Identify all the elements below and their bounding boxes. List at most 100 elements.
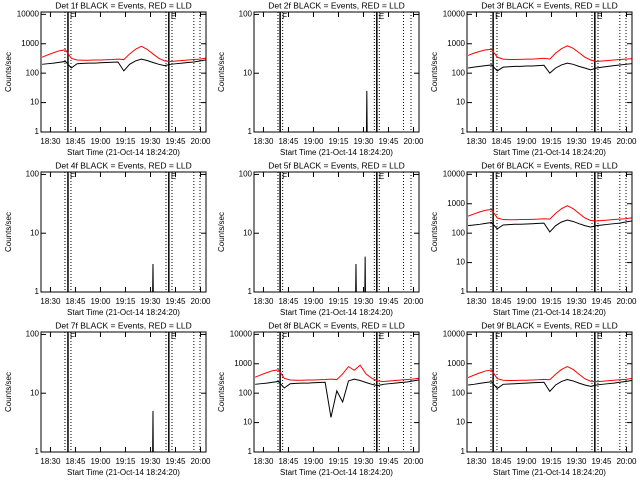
x-tick-label: 19:15 xyxy=(328,297,349,306)
x-tick-label: 19:45 xyxy=(591,457,612,466)
x-axis-label: Start Time (21-Oct-14 18:24:20) xyxy=(67,308,180,317)
marker-label: F xyxy=(495,172,500,181)
x-tick-label: 19:45 xyxy=(378,457,399,466)
marker-label: E xyxy=(171,12,176,21)
y-tick-label: 1 xyxy=(35,447,40,456)
y-axis-label: Counts/sec xyxy=(217,372,226,412)
x-axis-label: Start Time (21-Oct-14 18:24:20) xyxy=(67,148,180,157)
y-tick-label: 10 xyxy=(243,418,252,427)
panel: Det 2f BLACK = Events, RED = LLD Start Ti… xyxy=(217,0,424,157)
y-tick-label: 100 xyxy=(452,228,466,237)
x-tick-label: 18:30 xyxy=(40,137,61,146)
y-tick-label: 10000 xyxy=(443,9,466,18)
x-tick-label: 20:00 xyxy=(403,137,424,146)
y-tick-label: 100 xyxy=(26,330,40,339)
y-tick-label: 10000 xyxy=(443,169,466,178)
x-tick-label: 19:00 xyxy=(303,137,324,146)
data-line xyxy=(468,62,632,74)
plot-frame xyxy=(466,331,633,453)
y-tick-label: 10 xyxy=(30,98,39,107)
y-tick-label: 10000 xyxy=(230,329,253,338)
chart-title: Det 6f BLACK = Events, RED = LLD xyxy=(481,160,618,170)
panel: Det 1f BLACK = Events, RED = LLD Start Ti… xyxy=(4,0,211,157)
marker-label: F xyxy=(282,172,287,181)
chart-title: Det 4f BLACK = Events, RED = LLD xyxy=(55,160,192,170)
marker-label: E xyxy=(171,172,176,181)
x-tick-label: 20:00 xyxy=(190,137,211,146)
data-line xyxy=(467,45,632,62)
y-tick-label: 10 xyxy=(30,388,39,397)
panel: Det 4f BLACK = Events, RED = LLD Start Ti… xyxy=(4,160,211,317)
x-tick-label: 19:45 xyxy=(165,137,186,146)
x-axis-label: Start Time (21-Oct-14 18:24:20) xyxy=(67,468,180,477)
x-tick-label: 19:00 xyxy=(516,137,537,146)
y-tick-label: 100 xyxy=(26,68,40,77)
y-tick-label: 100 xyxy=(26,170,40,179)
y-tick-label: 1 xyxy=(461,447,466,456)
marker-label: E xyxy=(597,332,602,341)
y-tick-label: 1000 xyxy=(447,199,465,208)
x-tick-label: 19:00 xyxy=(516,457,537,466)
panel: Det 9f BLACK = Events, RED = LLD Start Ti… xyxy=(430,320,637,477)
y-tick-label: 10000 xyxy=(443,329,466,338)
x-tick-label: 19:45 xyxy=(591,297,612,306)
y-tick-label: 100 xyxy=(452,68,466,77)
x-tick-label: 18:45 xyxy=(491,297,512,306)
y-axis-label: Counts/sec xyxy=(4,372,13,412)
x-axis-label: Start Time (21-Oct-14 18:24:20) xyxy=(493,148,606,157)
x-tick-label: 19:30 xyxy=(353,297,374,306)
y-tick-label: 100 xyxy=(239,388,253,397)
x-tick-label: 18:30 xyxy=(466,137,487,146)
data-line xyxy=(468,219,632,233)
y-axis-label: Counts/sec xyxy=(4,52,13,92)
chart-title: Det 9f BLACK = Events, RED = LLD xyxy=(481,320,618,330)
chart-title: Det 1f BLACK = Events, RED = LLD xyxy=(55,0,192,10)
y-tick-label: 10 xyxy=(456,258,465,267)
x-tick-label: 20:00 xyxy=(616,297,637,306)
data-line xyxy=(365,90,368,133)
x-tick-label: 19:45 xyxy=(378,137,399,146)
data-line xyxy=(42,58,206,72)
y-axis-label: Counts/sec xyxy=(217,212,226,252)
marker-label: F xyxy=(282,12,287,21)
plot-frame xyxy=(466,11,633,133)
x-tick-label: 19:15 xyxy=(115,457,136,466)
y-tick-label: 10000 xyxy=(17,9,40,18)
marker-label: E xyxy=(379,172,384,181)
marker-label: F xyxy=(70,332,75,341)
y-tick-label: 10 xyxy=(30,228,39,237)
x-tick-label: 18:45 xyxy=(65,137,86,146)
x-tick-label: 19:30 xyxy=(353,137,374,146)
x-tick-label: 19:00 xyxy=(303,457,324,466)
x-tick-label: 19:30 xyxy=(566,297,587,306)
y-tick-label: 10 xyxy=(456,98,465,107)
x-axis-label: Start Time (21-Oct-14 18:24:20) xyxy=(280,148,393,157)
y-tick-label: 1 xyxy=(35,127,40,136)
x-tick-label: 19:30 xyxy=(566,457,587,466)
panel: Det 5f BLACK = Events, RED = LLD Start Ti… xyxy=(217,160,424,317)
marker-label: E xyxy=(379,12,384,21)
x-tick-label: 18:30 xyxy=(466,297,487,306)
y-axis-label: Counts/sec xyxy=(4,212,13,252)
x-tick-label: 18:30 xyxy=(253,457,274,466)
plot-frame xyxy=(253,171,420,293)
y-axis-label: Counts/sec xyxy=(430,212,439,252)
marker-label: F xyxy=(495,332,500,341)
x-tick-label: 19:00 xyxy=(303,297,324,306)
x-tick-label: 20:00 xyxy=(190,297,211,306)
y-tick-label: 100 xyxy=(452,388,466,397)
x-tick-label: 18:45 xyxy=(65,457,86,466)
data-line xyxy=(355,256,366,293)
x-axis-label: Start Time (21-Oct-14 18:24:20) xyxy=(280,308,393,317)
x-tick-label: 19:45 xyxy=(591,137,612,146)
x-tick-label: 18:45 xyxy=(278,297,299,306)
x-tick-label: 19:00 xyxy=(90,137,111,146)
x-tick-label: 18:45 xyxy=(278,137,299,146)
plot-frame xyxy=(40,171,207,293)
data-line xyxy=(467,205,632,222)
x-tick-label: 19:15 xyxy=(328,457,349,466)
data-line xyxy=(467,366,632,383)
marker-label: E xyxy=(597,12,602,21)
